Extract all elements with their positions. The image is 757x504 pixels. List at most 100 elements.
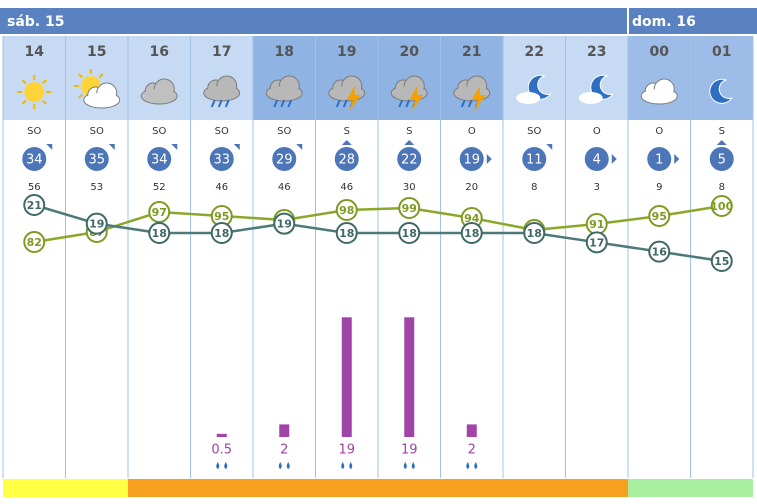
temperature-label: 19 (89, 218, 104, 231)
temperature-label: 19 (277, 218, 292, 231)
alert-strip (253, 479, 316, 497)
weather-icon (140, 78, 178, 105)
temperature-point (335, 221, 358, 244)
wind-arrow (674, 154, 680, 164)
humidity-label: 94 (464, 212, 480, 225)
alert-strip (565, 479, 628, 497)
temperature-point (85, 212, 108, 235)
rain-drop (273, 99, 279, 108)
weather-icon (709, 78, 733, 104)
lightning (471, 86, 486, 112)
wind-arrow (108, 144, 115, 150)
humidity-label: 91 (589, 218, 604, 231)
wind-speed: 1 (655, 153, 663, 168)
wind-speed: 35 (88, 153, 105, 168)
hour-label: 19 (337, 44, 356, 60)
rain-drop (287, 99, 293, 108)
wind-direction: O (593, 126, 601, 137)
cloud (267, 86, 302, 100)
humidity-label: 97 (152, 206, 167, 219)
rain-drop (224, 99, 230, 108)
alert-strip (190, 479, 253, 497)
rain-drop-icon (349, 462, 353, 469)
weather-icon (73, 69, 121, 109)
wind-arrow (404, 140, 415, 145)
alert-strip (503, 479, 566, 497)
sun-ray (78, 73, 83, 79)
rain-label: 19 (401, 443, 418, 458)
weather-icon (453, 75, 491, 112)
alert-strip (628, 479, 691, 497)
cloud (204, 86, 239, 100)
day-label: sáb. 15 (7, 14, 64, 30)
temperature-label: 17 (589, 236, 604, 249)
wind-direction: SO (277, 126, 291, 137)
humidity-point (335, 199, 358, 221)
humidity-label: 95 (214, 210, 229, 223)
cloud (142, 89, 177, 103)
cloud (84, 93, 119, 107)
wind-arrow (546, 144, 553, 150)
temperature-label: 18 (527, 227, 542, 240)
rain-bar (341, 317, 352, 437)
wind-direction: SO (527, 126, 541, 137)
wind-direction: S (406, 126, 412, 137)
hour-label: 00 (650, 44, 670, 60)
temperature-label: 16 (652, 246, 668, 259)
humidity-point (23, 231, 46, 253)
wind-direction: SO (90, 126, 104, 137)
wind-speed: 4 (593, 153, 601, 168)
wind-speed: 22 (401, 153, 418, 168)
weather-icon (328, 75, 366, 112)
wind-speed: 33 (213, 153, 230, 168)
rain-drop-icon (278, 462, 282, 469)
wind-arrow (46, 144, 53, 150)
wind-arrow (611, 154, 617, 164)
weather-icon (17, 75, 52, 109)
rain-label: 0.5 (211, 443, 232, 458)
hour-label: 20 (400, 44, 420, 60)
alert-strip (3, 479, 66, 497)
temperature-label: 18 (464, 227, 479, 240)
rain-drop-icon (224, 462, 228, 469)
wind-circle (147, 147, 172, 171)
temperature-point (210, 221, 233, 244)
cloud (516, 92, 541, 104)
gust: 46 (278, 182, 291, 193)
temperature-point (273, 212, 296, 235)
gust: 30 (403, 182, 416, 193)
gust: 46 (340, 182, 353, 193)
rain-drop-icon (286, 462, 290, 469)
gust: 56 (28, 182, 41, 193)
rain-drop-icon (341, 462, 345, 469)
rain-label: 19 (338, 443, 355, 458)
wind-speed: 11 (526, 153, 543, 168)
hour-label: 01 (712, 44, 731, 60)
rain-drop (398, 99, 404, 108)
gust: 3 (594, 182, 600, 193)
alert-strip (65, 479, 128, 497)
wind-arrow (341, 140, 352, 145)
wind-circle (709, 147, 734, 171)
temperature-point (648, 240, 671, 263)
hour-label: 18 (275, 44, 294, 60)
hour-label: 14 (25, 44, 45, 60)
rain-drop-icon (216, 462, 220, 469)
wind-speed: 34 (26, 153, 43, 168)
temperature-label: 18 (152, 227, 167, 240)
rain-drop (342, 99, 348, 108)
weather-icon (516, 74, 552, 104)
hour-header-bg (690, 36, 753, 120)
wind-circle (209, 147, 234, 171)
wind-direction: O (655, 126, 663, 137)
day-label: dom. 16 (632, 14, 696, 30)
temperature-label: 21 (27, 199, 42, 212)
gust: 52 (153, 182, 166, 193)
alert-strip (440, 479, 503, 497)
rain-drop (217, 99, 223, 108)
rain-bar (279, 424, 290, 437)
wind-direction: O (468, 126, 476, 137)
rain-drop (467, 99, 473, 108)
temperature-point (23, 194, 46, 216)
wind-arrow (716, 140, 727, 145)
